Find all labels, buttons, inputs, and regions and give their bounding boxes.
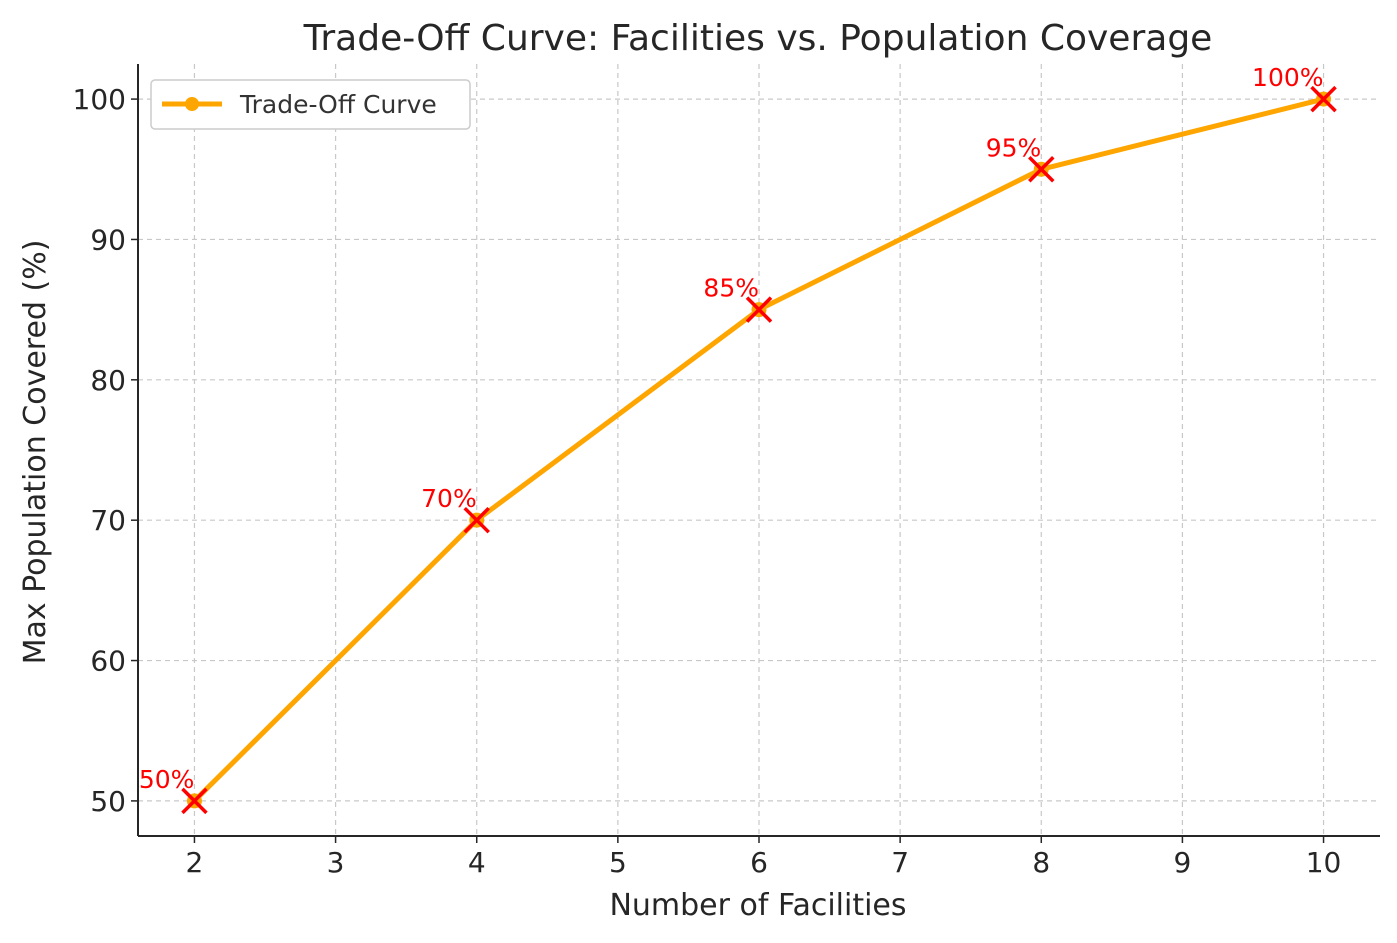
x-tick-label: 2 — [186, 846, 204, 879]
legend: Trade-Off Curve — [150, 79, 471, 130]
x-tick-label: 3 — [327, 846, 345, 879]
legend-label: Trade-Off Curve — [239, 90, 437, 119]
annotation-label: 70% — [421, 484, 477, 513]
annotation-x-stroke — [1310, 85, 1337, 113]
y-axis-label: Max Population Covered (%) — [18, 240, 53, 665]
x-tick-label: 7 — [891, 846, 909, 879]
annotation-label: 85% — [703, 274, 759, 303]
annotation-x-marker — [181, 787, 208, 815]
x-tick-label: 10 — [1306, 846, 1342, 879]
annotation-label: 50% — [139, 765, 195, 794]
legend-box — [150, 79, 471, 130]
axes — [137, 64, 1380, 837]
annotation-x-stroke — [181, 787, 208, 815]
x-tick-label: 8 — [1032, 846, 1050, 879]
grid — [138, 64, 1380, 836]
y-tick-label: 50 — [90, 785, 126, 818]
annotation-x-stroke — [745, 296, 773, 323]
ticks: 2 3 4 5 6 7 8 9 10 50 60 70 80 90 100 — [73, 83, 1342, 879]
annotation-label: 100% — [1252, 63, 1323, 92]
x-tick-label: 9 — [1173, 846, 1191, 879]
annotations: 50% 70% 85% 95% 100% — [139, 63, 1337, 815]
annotation-x-marker — [463, 506, 490, 534]
x-tick-label: 4 — [468, 846, 486, 879]
y-tick-label: 70 — [90, 504, 126, 537]
y-tick-label: 60 — [90, 645, 126, 678]
annotation-x-marker — [745, 296, 773, 323]
annotation-x-marker — [1310, 85, 1337, 113]
annotation-x-stroke — [1028, 156, 1055, 183]
y-tick-label: 100 — [73, 83, 126, 116]
y-tick-label: 80 — [90, 364, 126, 397]
chart-title: Trade-Off Curve: Facilities vs. Populati… — [303, 18, 1213, 59]
annotation-label: 95% — [986, 133, 1042, 162]
annotation-x-marker — [1028, 156, 1055, 183]
x-tick-label: 5 — [609, 846, 627, 879]
x-axis-label: Number of Facilities — [609, 888, 906, 923]
x-tick-label: 6 — [750, 846, 768, 879]
y-tick-label: 90 — [90, 223, 126, 256]
legend-marker-swatch — [185, 97, 199, 111]
annotation-x-stroke — [463, 506, 490, 534]
